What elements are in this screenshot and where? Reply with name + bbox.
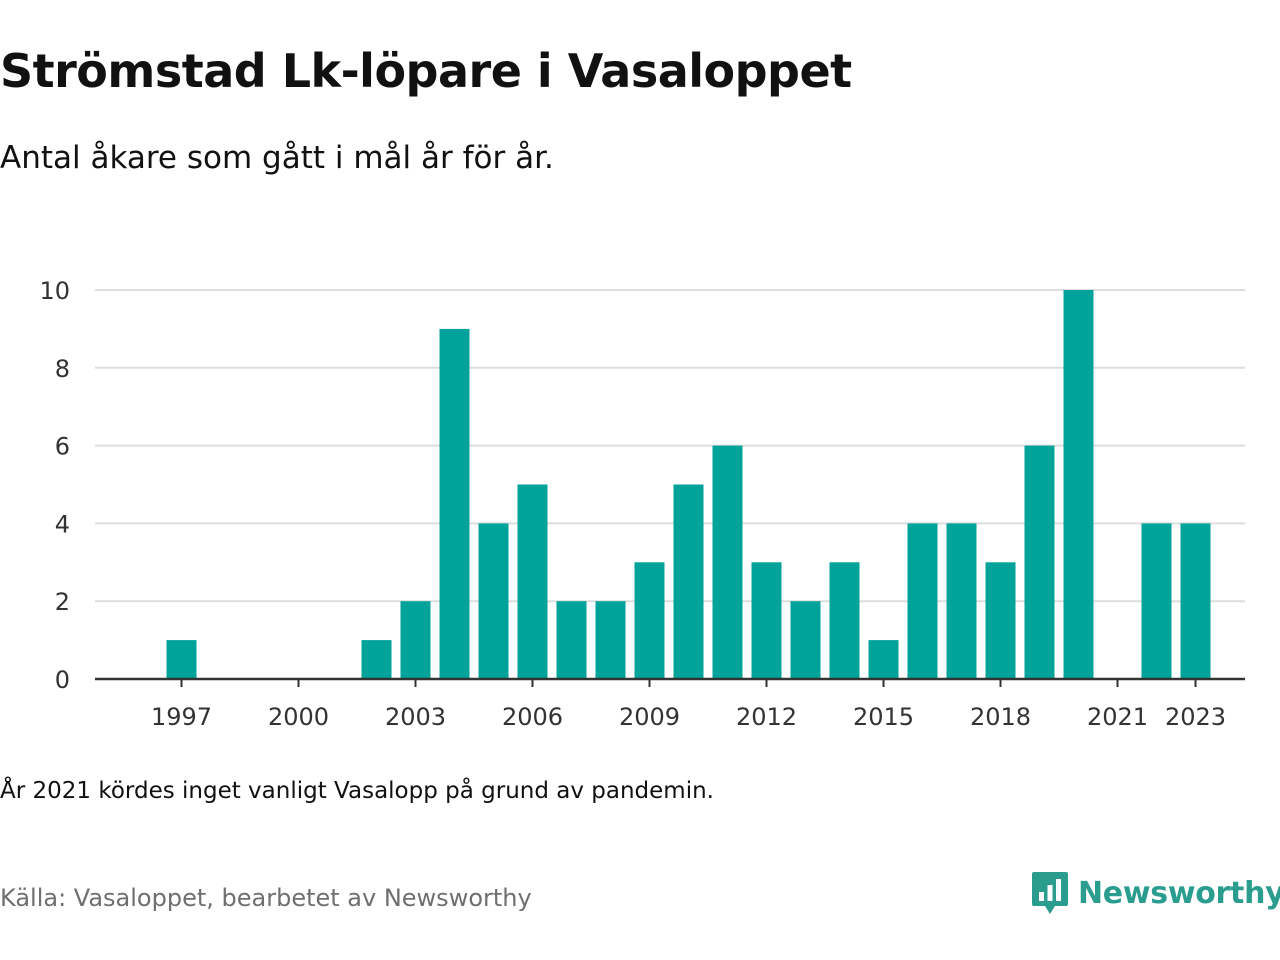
y-tick-label: 4	[55, 510, 70, 538]
y-axis-ticks: 0 2 4 6 8 10	[39, 277, 70, 694]
bar-2012	[751, 562, 782, 679]
bar-2015	[868, 640, 899, 679]
brand-logo: Newsworthy	[1030, 868, 1280, 918]
bar-2004	[439, 328, 470, 679]
y-tick-label: 2	[55, 588, 70, 616]
bar-2017	[946, 523, 977, 679]
y-tick-label: 8	[55, 355, 70, 383]
bar-2020	[1063, 290, 1094, 679]
bar-2013	[790, 601, 821, 679]
bar-2014	[829, 562, 860, 679]
bar-2009	[634, 562, 665, 679]
bars	[166, 290, 1211, 679]
bar-chart: 0 2 4 6 8 10 1997 2000 2003 2006 2009 2012 2015 2018…	[39, 277, 1245, 731]
x-tick-label: 2009	[619, 703, 680, 731]
x-tick-label: 2003	[385, 703, 446, 731]
brand-name: Newsworthy	[1078, 875, 1280, 911]
bar-2007	[556, 601, 587, 679]
bar-2019	[1024, 445, 1055, 679]
page-title: Strömstad Lk-löpare i Vasaloppet	[0, 44, 852, 98]
page-subtitle: Antal åkare som gått i mål år för år.	[0, 140, 554, 176]
bar-2023	[1180, 523, 1211, 679]
source-credit: Källa: Vasaloppet, bearbetet av Newswort…	[0, 884, 532, 912]
y-tick-label: 0	[55, 666, 70, 694]
x-tick-label: 2000	[268, 703, 329, 731]
bar-2016	[907, 523, 938, 679]
bar-2002	[361, 640, 392, 679]
x-tick-label: 2015	[853, 703, 914, 731]
bar-2018	[985, 562, 1016, 679]
footnote: År 2021 kördes inget vanligt Vasalopp på…	[0, 778, 714, 804]
bar-1997	[166, 640, 197, 679]
bar-2008	[595, 601, 626, 679]
x-tick-label: 2023	[1165, 703, 1226, 731]
x-tick-label: 2021	[1087, 703, 1148, 731]
x-axis-ticks: 1997 2000 2003 2006 2009 2012 2015 2018 2021 2023	[151, 679, 1226, 731]
x-tick-label: 2018	[970, 703, 1031, 731]
y-tick-label: 6	[55, 433, 70, 461]
bar-2005	[478, 523, 509, 679]
y-tick-label: 10	[39, 277, 70, 305]
bar-2022	[1141, 523, 1172, 679]
x-tick-label: 2006	[502, 703, 563, 731]
bar-2011	[712, 445, 743, 679]
bar-2010	[673, 484, 704, 679]
x-tick-label: 1997	[151, 703, 212, 731]
bar-2003	[400, 601, 431, 679]
bar-2006	[517, 484, 548, 679]
newsworthy-chart-bubble-icon	[1032, 872, 1068, 914]
x-tick-label: 2012	[736, 703, 797, 731]
